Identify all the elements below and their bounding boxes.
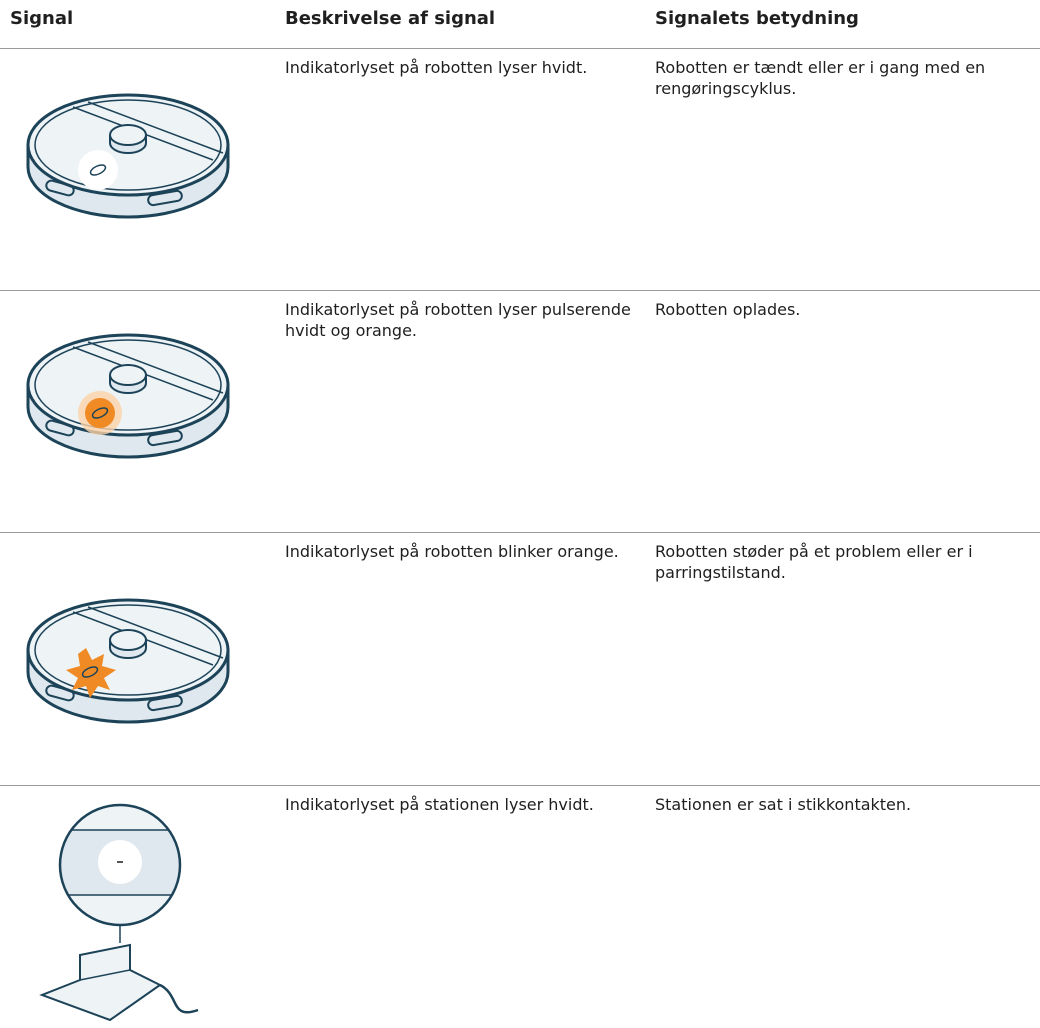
header-meaning: Signalets betydning [655,8,859,29]
header-signal: Signal [10,8,74,29]
row-divider [0,785,1040,786]
meaning: Stationen er sat i stikkontakten. [655,795,912,814]
meaning: Robotten oplades. [655,300,801,319]
robot-pulsing-light [18,325,238,465]
robot-blinking-light [18,590,238,730]
meaning: Robotten støder på et problem eller er i… [655,542,973,582]
header-description: Beskrivelse af signal [285,8,496,29]
meaning: Robotten er tændt eller er i gang med en… [655,58,986,98]
row-divider [0,48,1040,49]
description: Indikatorlyset på robotten lyser pulsere… [285,300,631,340]
description: Indikatorlyset på stationen lyser hvidt. [285,795,594,814]
robot-white-light [18,85,238,225]
row-divider [0,290,1040,291]
description: Indikatorlyset på robotten lyser hvidt. [285,58,588,77]
description: Indikatorlyset på robotten blinker orang… [285,542,619,561]
row-divider [0,532,1040,533]
station-illustration [39,803,199,1022]
